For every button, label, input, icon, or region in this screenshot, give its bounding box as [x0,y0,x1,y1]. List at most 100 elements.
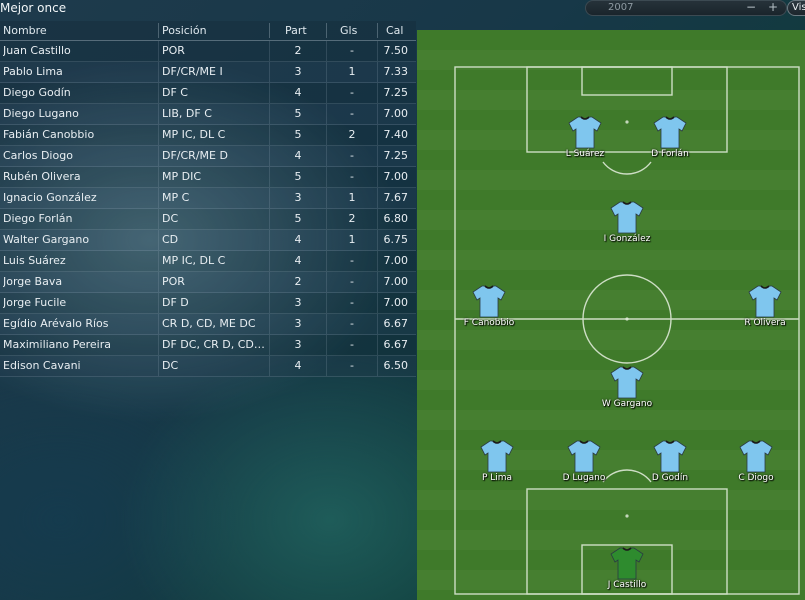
apps-cell: 4 [294,254,302,267]
table-row[interactable]: Ignacio González MP C 3 1 7.67 [0,188,416,209]
table-row[interactable]: Carlos Diogo DF/CR/ME D 4 - 7.25 [0,146,416,167]
rating-cell: 7.25 [383,86,409,99]
column-divider [326,272,327,292]
column-header-rating[interactable]: Cal [386,24,404,37]
column-divider [326,293,327,313]
column-divider [269,293,270,313]
rating-cell: 7.00 [383,170,409,183]
table-row[interactable]: Diego Forlán DC 5 2 6.80 [0,209,416,230]
column-divider [326,146,327,166]
player-marker[interactable]: D Godín [635,439,705,483]
outfield-shirt-icon [721,439,791,473]
player-marker[interactable]: D Forlán [635,115,705,159]
column-header-name[interactable]: Nombre [3,24,47,37]
column-divider [377,230,378,250]
column-divider [377,356,378,376]
player-label: R Olivera [744,318,786,328]
player-name-cell: Egídio Arévalo Ríos [3,317,109,330]
position-cell: DC [162,212,179,225]
player-marker[interactable]: D Lugano [549,439,619,483]
column-divider [269,356,270,376]
column-divider [269,209,270,229]
player-label: C Diogo [738,473,774,483]
column-divider [326,83,327,103]
position-cell: DF C [162,86,188,99]
player-marker[interactable]: F Canobbio [454,284,524,328]
goals-cell: 2 [348,212,356,225]
table-row[interactable]: Maximiliano Pereira DF DC, CR D, CD, M...… [0,335,416,356]
column-divider [377,146,378,166]
column-divider [158,335,159,355]
table-row[interactable]: Diego Godín DF C 4 - 7.25 [0,83,416,104]
decrement-icon[interactable]: − [746,0,757,14]
table-row[interactable]: Jorge Fucile DF D 3 - 7.00 [0,293,416,314]
player-marker[interactable]: J Castillo [592,546,662,590]
column-divider [326,125,327,145]
apps-cell: 3 [294,338,302,351]
column-header-goals[interactable]: Gls [340,24,358,37]
table-row[interactable]: Fabián Canobbio MP IC, DL C 5 2 7.40 [0,125,416,146]
rating-cell: 6.67 [383,317,409,330]
column-divider [377,272,378,292]
player-marker[interactable]: L Suárez [550,115,620,159]
column-divider [326,314,327,334]
outfield-shirt-icon [592,200,662,234]
table-row[interactable]: Pablo Lima DF/CR/ME I 3 1 7.33 [0,62,416,83]
column-divider [377,251,378,271]
table-row[interactable]: Edison Cavani DC 4 - 6.50 [0,356,416,377]
table-row[interactable]: Diego Lugano LIB, DF C 5 - 7.00 [0,104,416,125]
view-button[interactable]: Vis [787,0,805,16]
column-divider [326,335,327,355]
player-marker[interactable]: I González [592,200,662,244]
column-header-position[interactable]: Posición [162,24,207,37]
rating-cell: 7.00 [383,275,409,288]
page-title: Mejor once [0,1,67,15]
column-divider [377,125,378,145]
column-divider [158,314,159,334]
column-divider [269,146,270,166]
year-selector[interactable]: 2007 − + [585,0,787,16]
player-label: D Lugano [562,473,606,483]
best-eleven-table: Nombre Posición Part Gls Cal Juan Castil… [0,21,416,377]
rating-cell: 6.50 [383,359,409,372]
player-label: D Forlán [651,149,689,159]
column-divider [326,356,327,376]
table-row[interactable]: Luis Suárez MP IC, DL C 4 - 7.00 [0,251,416,272]
rating-cell: 7.00 [383,296,409,309]
column-divider [269,167,270,187]
table-row[interactable]: Jorge Bava POR 2 - 7.00 [0,272,416,293]
apps-cell: 5 [294,170,302,183]
column-divider [158,104,159,124]
goals-cell: - [350,317,354,330]
apps-cell: 3 [294,317,302,330]
position-cell: MP C [162,191,190,204]
column-header-apps[interactable]: Part [285,24,307,37]
apps-cell: 4 [294,149,302,162]
column-divider [269,104,270,124]
apps-cell: 5 [294,128,302,141]
table-row[interactable]: Juan Castillo POR 2 - 7.50 [0,41,416,62]
column-divider [269,272,270,292]
goals-cell: - [350,359,354,372]
column-divider [326,23,327,38]
player-marker[interactable]: P Lima [462,439,532,483]
player-label: P Lima [481,473,513,483]
column-divider [158,62,159,82]
year-value: 2007 [608,2,634,13]
player-marker[interactable]: C Diogo [721,439,791,483]
column-divider [269,23,270,38]
increment-icon[interactable]: + [768,0,779,14]
rating-cell: 7.00 [383,254,409,267]
table-row[interactable]: Walter Gargano CD 4 1 6.75 [0,230,416,251]
table-row[interactable]: Rubén Olivera MP DIC 5 - 7.00 [0,167,416,188]
table-row[interactable]: Egídio Arévalo Ríos CR D, CD, ME DC 3 - 6.67 [0,314,416,335]
player-marker[interactable]: R Olivera [730,284,800,328]
player-name-cell: Pablo Lima [3,65,63,78]
column-divider [158,83,159,103]
pitch-markings [454,66,800,595]
player-name-cell: Ignacio González [3,191,97,204]
outfield-shirt-icon [549,439,619,473]
rating-cell: 7.25 [383,149,409,162]
player-marker[interactable]: W Gargano [592,365,662,409]
player-name-cell: Diego Lugano [3,107,79,120]
